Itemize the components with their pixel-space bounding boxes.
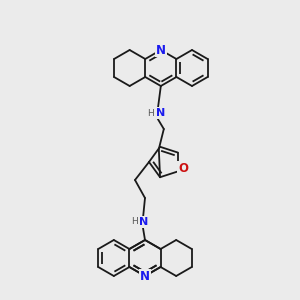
Text: H: H <box>130 218 137 226</box>
Text: H: H <box>147 109 154 118</box>
Text: N: N <box>156 44 166 56</box>
Text: O: O <box>178 162 188 175</box>
Text: N: N <box>140 217 148 227</box>
Text: N: N <box>140 269 150 283</box>
Text: N: N <box>156 108 165 118</box>
